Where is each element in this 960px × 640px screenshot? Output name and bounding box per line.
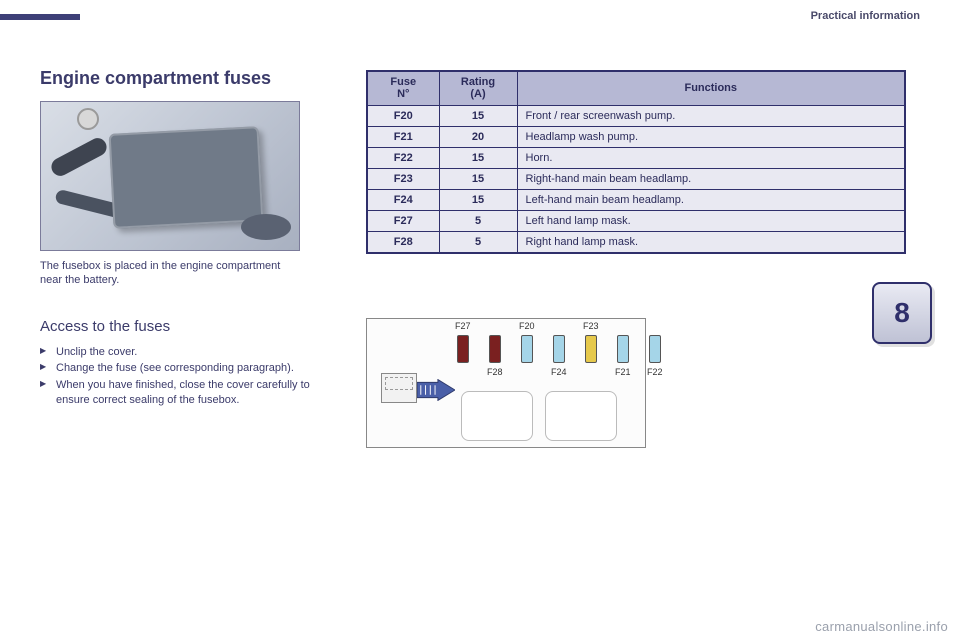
fuse-function: Front / rear screenwash pump. <box>517 105 905 126</box>
table-row: F2120Headlamp wash pump. <box>367 126 905 147</box>
diagram-pad <box>461 391 533 441</box>
access-heading: Access to the fuses <box>40 318 330 335</box>
fuse-slot <box>489 335 501 363</box>
engine-photo <box>40 101 300 251</box>
fuse-rating: 20 <box>439 126 517 147</box>
photo-caption: The fusebox is placed in the engine comp… <box>40 259 290 288</box>
fuse-slot <box>649 335 661 363</box>
arrow-icon <box>417 379 455 401</box>
table-row: F2415Left-hand main beam headlamp. <box>367 189 905 210</box>
fuse-function: Right-hand main beam headlamp. <box>517 168 905 189</box>
fuse-label: F23 <box>583 321 599 331</box>
fuse-number: F22 <box>367 147 439 168</box>
fuse-rating: 15 <box>439 105 517 126</box>
chapter-thumb: 8 <box>872 282 932 344</box>
fuse-rating: 15 <box>439 189 517 210</box>
fuse-function: Right hand lamp mask. <box>517 231 905 253</box>
table-row: F285Right hand lamp mask. <box>367 231 905 253</box>
fusebox-shape <box>109 126 264 229</box>
fuse-diagram: F27F20F23F28F24F21F22 <box>366 318 646 448</box>
fuse-slot <box>457 335 469 363</box>
fuse-label: F28 <box>487 367 503 377</box>
step-item: Change the fuse (see corresponding parag… <box>40 361 330 376</box>
connector-icon <box>381 373 417 403</box>
fuse-slot <box>585 335 597 363</box>
engine-cap <box>77 108 99 130</box>
fuse-number: F28 <box>367 231 439 253</box>
fuse-number: F20 <box>367 105 439 126</box>
section-label: Practical information <box>811 10 920 22</box>
col-functions: Functions <box>517 71 905 105</box>
fuse-rating: 15 <box>439 147 517 168</box>
step-item: Unclip the cover. <box>40 345 330 360</box>
fuse-rating: 5 <box>439 231 517 253</box>
fuse-function: Left hand lamp mask. <box>517 210 905 231</box>
table-row: F2315Right-hand main beam headlamp. <box>367 168 905 189</box>
fuse-slot <box>617 335 629 363</box>
fuse-number: F21 <box>367 126 439 147</box>
fuse-number: F23 <box>367 168 439 189</box>
fuse-label: F22 <box>647 367 663 377</box>
fuse-label: F24 <box>551 367 567 377</box>
fuse-rating: 15 <box>439 168 517 189</box>
fuse-function: Horn. <box>517 147 905 168</box>
fuse-table: Fuse N° Rating (A) Functions F2015Front … <box>366 70 906 254</box>
diagram-pad <box>545 391 617 441</box>
fuse-function: Left-hand main beam headlamp. <box>517 189 905 210</box>
fuse-number: F27 <box>367 210 439 231</box>
access-steps: Unclip the cover.Change the fuse (see co… <box>40 345 330 408</box>
fuse-rating: 5 <box>439 210 517 231</box>
fuse-number: F24 <box>367 189 439 210</box>
fuse-label: F20 <box>519 321 535 331</box>
step-item: When you have finished, close the cover … <box>40 378 330 408</box>
header-stripe <box>0 14 80 20</box>
watermark: carmanualsonline.info <box>815 619 948 634</box>
table-row: F2215Horn. <box>367 147 905 168</box>
col-rating: Rating (A) <box>439 71 517 105</box>
table-row: F2015Front / rear screenwash pump. <box>367 105 905 126</box>
fuse-label: F21 <box>615 367 631 377</box>
header-bar: Practical information <box>0 10 960 24</box>
col-fuse: Fuse N° <box>367 71 439 105</box>
page-title: Engine compartment fuses <box>40 68 330 89</box>
table-row: F275Left hand lamp mask. <box>367 210 905 231</box>
fuse-slot <box>521 335 533 363</box>
engine-hose <box>241 214 291 240</box>
fuse-slot <box>553 335 565 363</box>
fuse-label: F27 <box>455 321 471 331</box>
engine-hose <box>48 135 109 179</box>
fuse-function: Headlamp wash pump. <box>517 126 905 147</box>
